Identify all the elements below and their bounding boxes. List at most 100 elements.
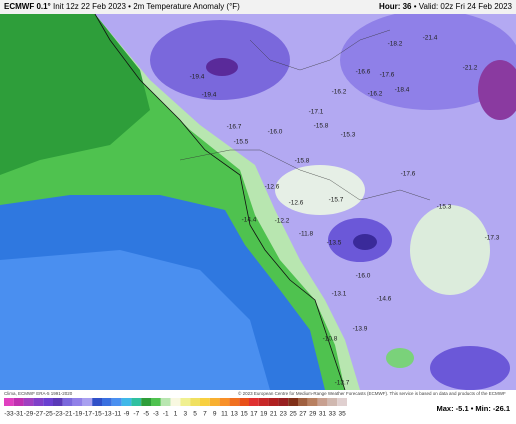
ocean-zone — [0, 14, 150, 175]
map-label: -13.7 — [335, 380, 350, 387]
colorbar-label: 13 — [231, 411, 239, 418]
colorbar-cell — [180, 398, 191, 406]
map-label: -16.6 — [356, 69, 371, 76]
colorbar-cell — [62, 398, 73, 406]
colorbar-label: -33 — [4, 411, 14, 418]
colorbar-label: -27 — [34, 411, 44, 418]
colorbar-cell — [43, 398, 53, 406]
colorbar-label: 11 — [221, 411, 228, 418]
colorbar-label: 9 — [213, 411, 217, 418]
county-line — [179, 149, 431, 201]
description: Init 12z 22 Feb 2023 • 2m Temperature An… — [53, 2, 240, 11]
colorbar-label: -17 — [83, 411, 93, 418]
map-label: -19.4 — [202, 92, 217, 99]
map-label: -19.4 — [190, 74, 205, 81]
map-label: -16.0 — [268, 129, 283, 136]
anomaly-region — [275, 165, 365, 215]
map-label: -15.3 — [341, 132, 356, 139]
colorbar-cell — [131, 398, 142, 406]
ocean-zone — [0, 250, 270, 390]
colorbar-label: -15 — [92, 411, 102, 418]
colorbar-label: 3 — [183, 411, 187, 418]
colorbar-cell — [298, 398, 308, 406]
map-label: -21.4 — [423, 35, 438, 42]
colorbar-cell — [13, 398, 24, 406]
map-label: -15.7 — [329, 197, 344, 204]
map-label: -21.2 — [463, 65, 478, 72]
colorbar-label: -31 — [14, 411, 24, 418]
colorbar-cell — [249, 398, 259, 406]
map-label: -13.9 — [353, 326, 368, 333]
anomaly-region — [410, 205, 490, 295]
colorbar-label: 19 — [260, 411, 268, 418]
colorbar-cell — [102, 398, 112, 406]
colorbar-label: -25 — [43, 411, 53, 418]
colorbar-label: 17 — [250, 411, 258, 418]
colorbar-cell — [278, 398, 289, 406]
colorbar-cell — [151, 398, 161, 406]
header: ECMWF 0.1° Init 12z 22 Feb 2023 • 2m Tem… — [0, 0, 516, 14]
colorbar-cell — [288, 398, 298, 406]
colorbar-label: 33 — [329, 411, 337, 418]
colorbar-cell — [190, 398, 200, 406]
anomaly-region — [386, 348, 414, 368]
colorbar-cell — [219, 398, 230, 406]
colorbar-label: -29 — [24, 411, 34, 418]
map-label: -17.6 — [380, 72, 395, 79]
colorbar-label: 23 — [280, 411, 288, 418]
colorbar-cell — [317, 398, 328, 406]
map-label: -15.5 — [234, 139, 249, 146]
map-label: -17.1 — [309, 109, 324, 116]
colorbar-label: 21 — [270, 411, 278, 418]
colorbar-cell — [307, 398, 318, 406]
colorbar-label: -23 — [53, 411, 63, 418]
valid: • Valid: 02z Fri 24 Feb 2023 — [413, 2, 512, 11]
model: ECMWF 0.1° — [4, 2, 51, 11]
map-labels: -19.4 -19.4 -18.2 -21.4 -21.2 -16.6 -17.6 -16.2… — [190, 35, 500, 387]
colorbar-cell — [229, 398, 240, 406]
coastline — [94, 14, 346, 390]
colorbar-label: -21 — [63, 411, 73, 418]
stats: Max: -5.1 • Min: -26.1 — [436, 404, 510, 413]
colorbar-label: 25 — [289, 411, 297, 418]
credit: © 2023 European Centre for Medium-Range … — [238, 391, 506, 396]
map-label: -12.6 — [265, 184, 280, 191]
map-label: -16.0 — [356, 273, 371, 280]
colorbar-cell — [72, 398, 83, 406]
colorbar-cell — [327, 398, 338, 406]
map-label: -11.8 — [299, 231, 314, 238]
anomaly-region — [340, 14, 516, 110]
colorbar-cell — [268, 398, 279, 406]
colorbar-cell — [170, 398, 181, 406]
colorbar-label: 1 — [174, 411, 178, 418]
map-label: -16.7 — [227, 124, 242, 131]
anomaly-core — [353, 234, 377, 250]
colorbar-cell — [82, 398, 93, 406]
map-label: -16.2 — [332, 89, 347, 96]
colorbar: -33 -31 -29 -27 -25 -23 -21 -19 -17 -15 -13 -11 -9 -7… — [4, 398, 347, 418]
colorbar-label: -3 — [153, 411, 159, 418]
colorbar-cell — [53, 398, 63, 406]
map-label: -18.2 — [388, 41, 403, 48]
map-label: -18.4 — [395, 87, 410, 94]
colorbar-cell — [33, 398, 44, 406]
colorbar-cell — [239, 398, 249, 406]
colorbar-cell — [121, 398, 132, 406]
map-label: -15.3 — [437, 204, 452, 211]
colorbar-cell — [258, 398, 269, 406]
colorbar-cell — [4, 398, 14, 406]
map: -19.4 -19.4 -18.2 -21.4 -21.2 -16.6 -17.6 -16.2… — [0, 14, 516, 390]
colorbar-label: 29 — [309, 411, 317, 418]
colorbar-cell — [160, 398, 171, 406]
anomaly-core — [206, 58, 238, 76]
colorbar-label: 31 — [319, 411, 327, 418]
colorbar-label: 7 — [203, 411, 207, 418]
colorbar-cell — [141, 398, 151, 406]
map-label: -15.8 — [314, 123, 329, 130]
colorbar-label: -11 — [112, 411, 121, 418]
colorbar-label: 27 — [299, 411, 307, 418]
colorbar-cell — [23, 398, 34, 406]
map-label: -17.3 — [485, 235, 500, 242]
colorbar-label: -5 — [143, 411, 149, 418]
colorbar-label: -13 — [102, 411, 112, 418]
